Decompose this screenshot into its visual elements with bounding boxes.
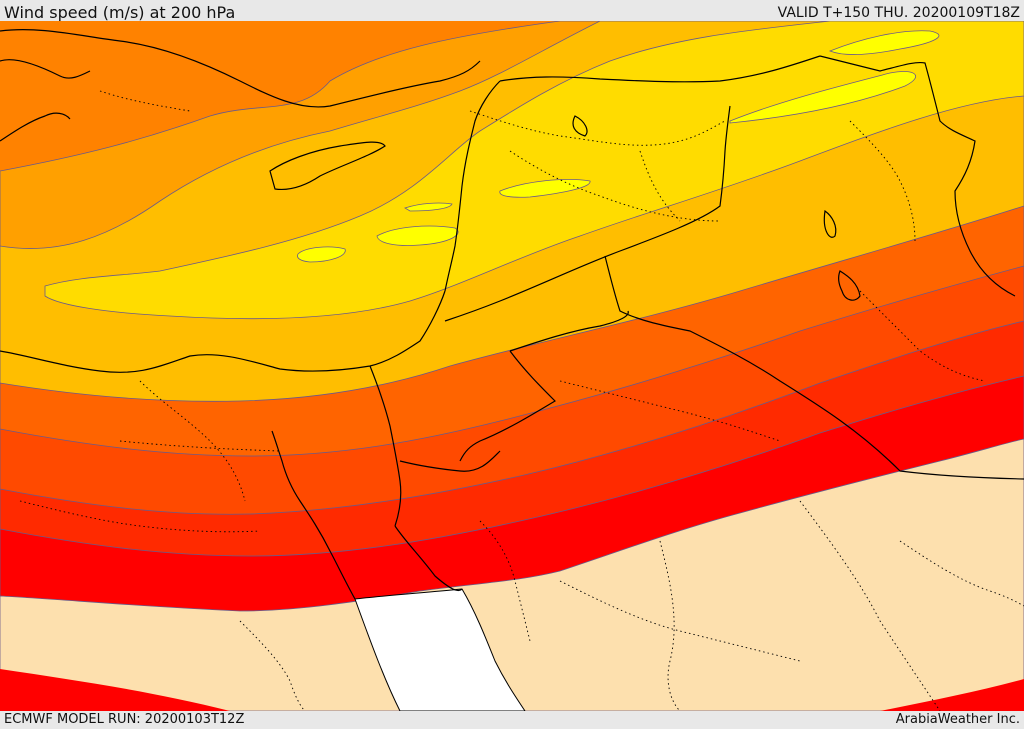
coastlines [0, 29, 1024, 600]
jet-streak-med [297, 246, 346, 263]
internal-borders [19, 90, 1024, 711]
jet-streak-levant [376, 225, 459, 246]
jet-streak-lebanon [404, 202, 453, 212]
red-sea [354, 588, 526, 711]
band-red-southwest [0, 669, 230, 711]
valid-time: VALID T+150 THU. 20200109T18Z [777, 5, 1020, 21]
credit: ArabiaWeather Inc. [895, 712, 1020, 727]
bottom-bar: ECMWF MODEL RUN: 20200103T12Z ArabiaWeat… [0, 711, 1024, 729]
map-canvas [0, 21, 1024, 711]
map-title: Wind speed (m/s) at 200 hPa [4, 3, 236, 22]
band-lowest [0, 438, 1024, 711]
top-bar: Wind speed (m/s) at 200 hPa VALID T+150 … [0, 0, 1024, 22]
model-run: ECMWF MODEL RUN: 20200103T12Z [4, 712, 245, 727]
wind-speed-map [0, 21, 1024, 711]
band-red-southeast [880, 679, 1024, 711]
jet-streak-north [729, 71, 917, 124]
band-yellow [44, 21, 1024, 320]
jet-streak-syria [499, 179, 591, 198]
jet-streak-northeast [828, 30, 940, 56]
